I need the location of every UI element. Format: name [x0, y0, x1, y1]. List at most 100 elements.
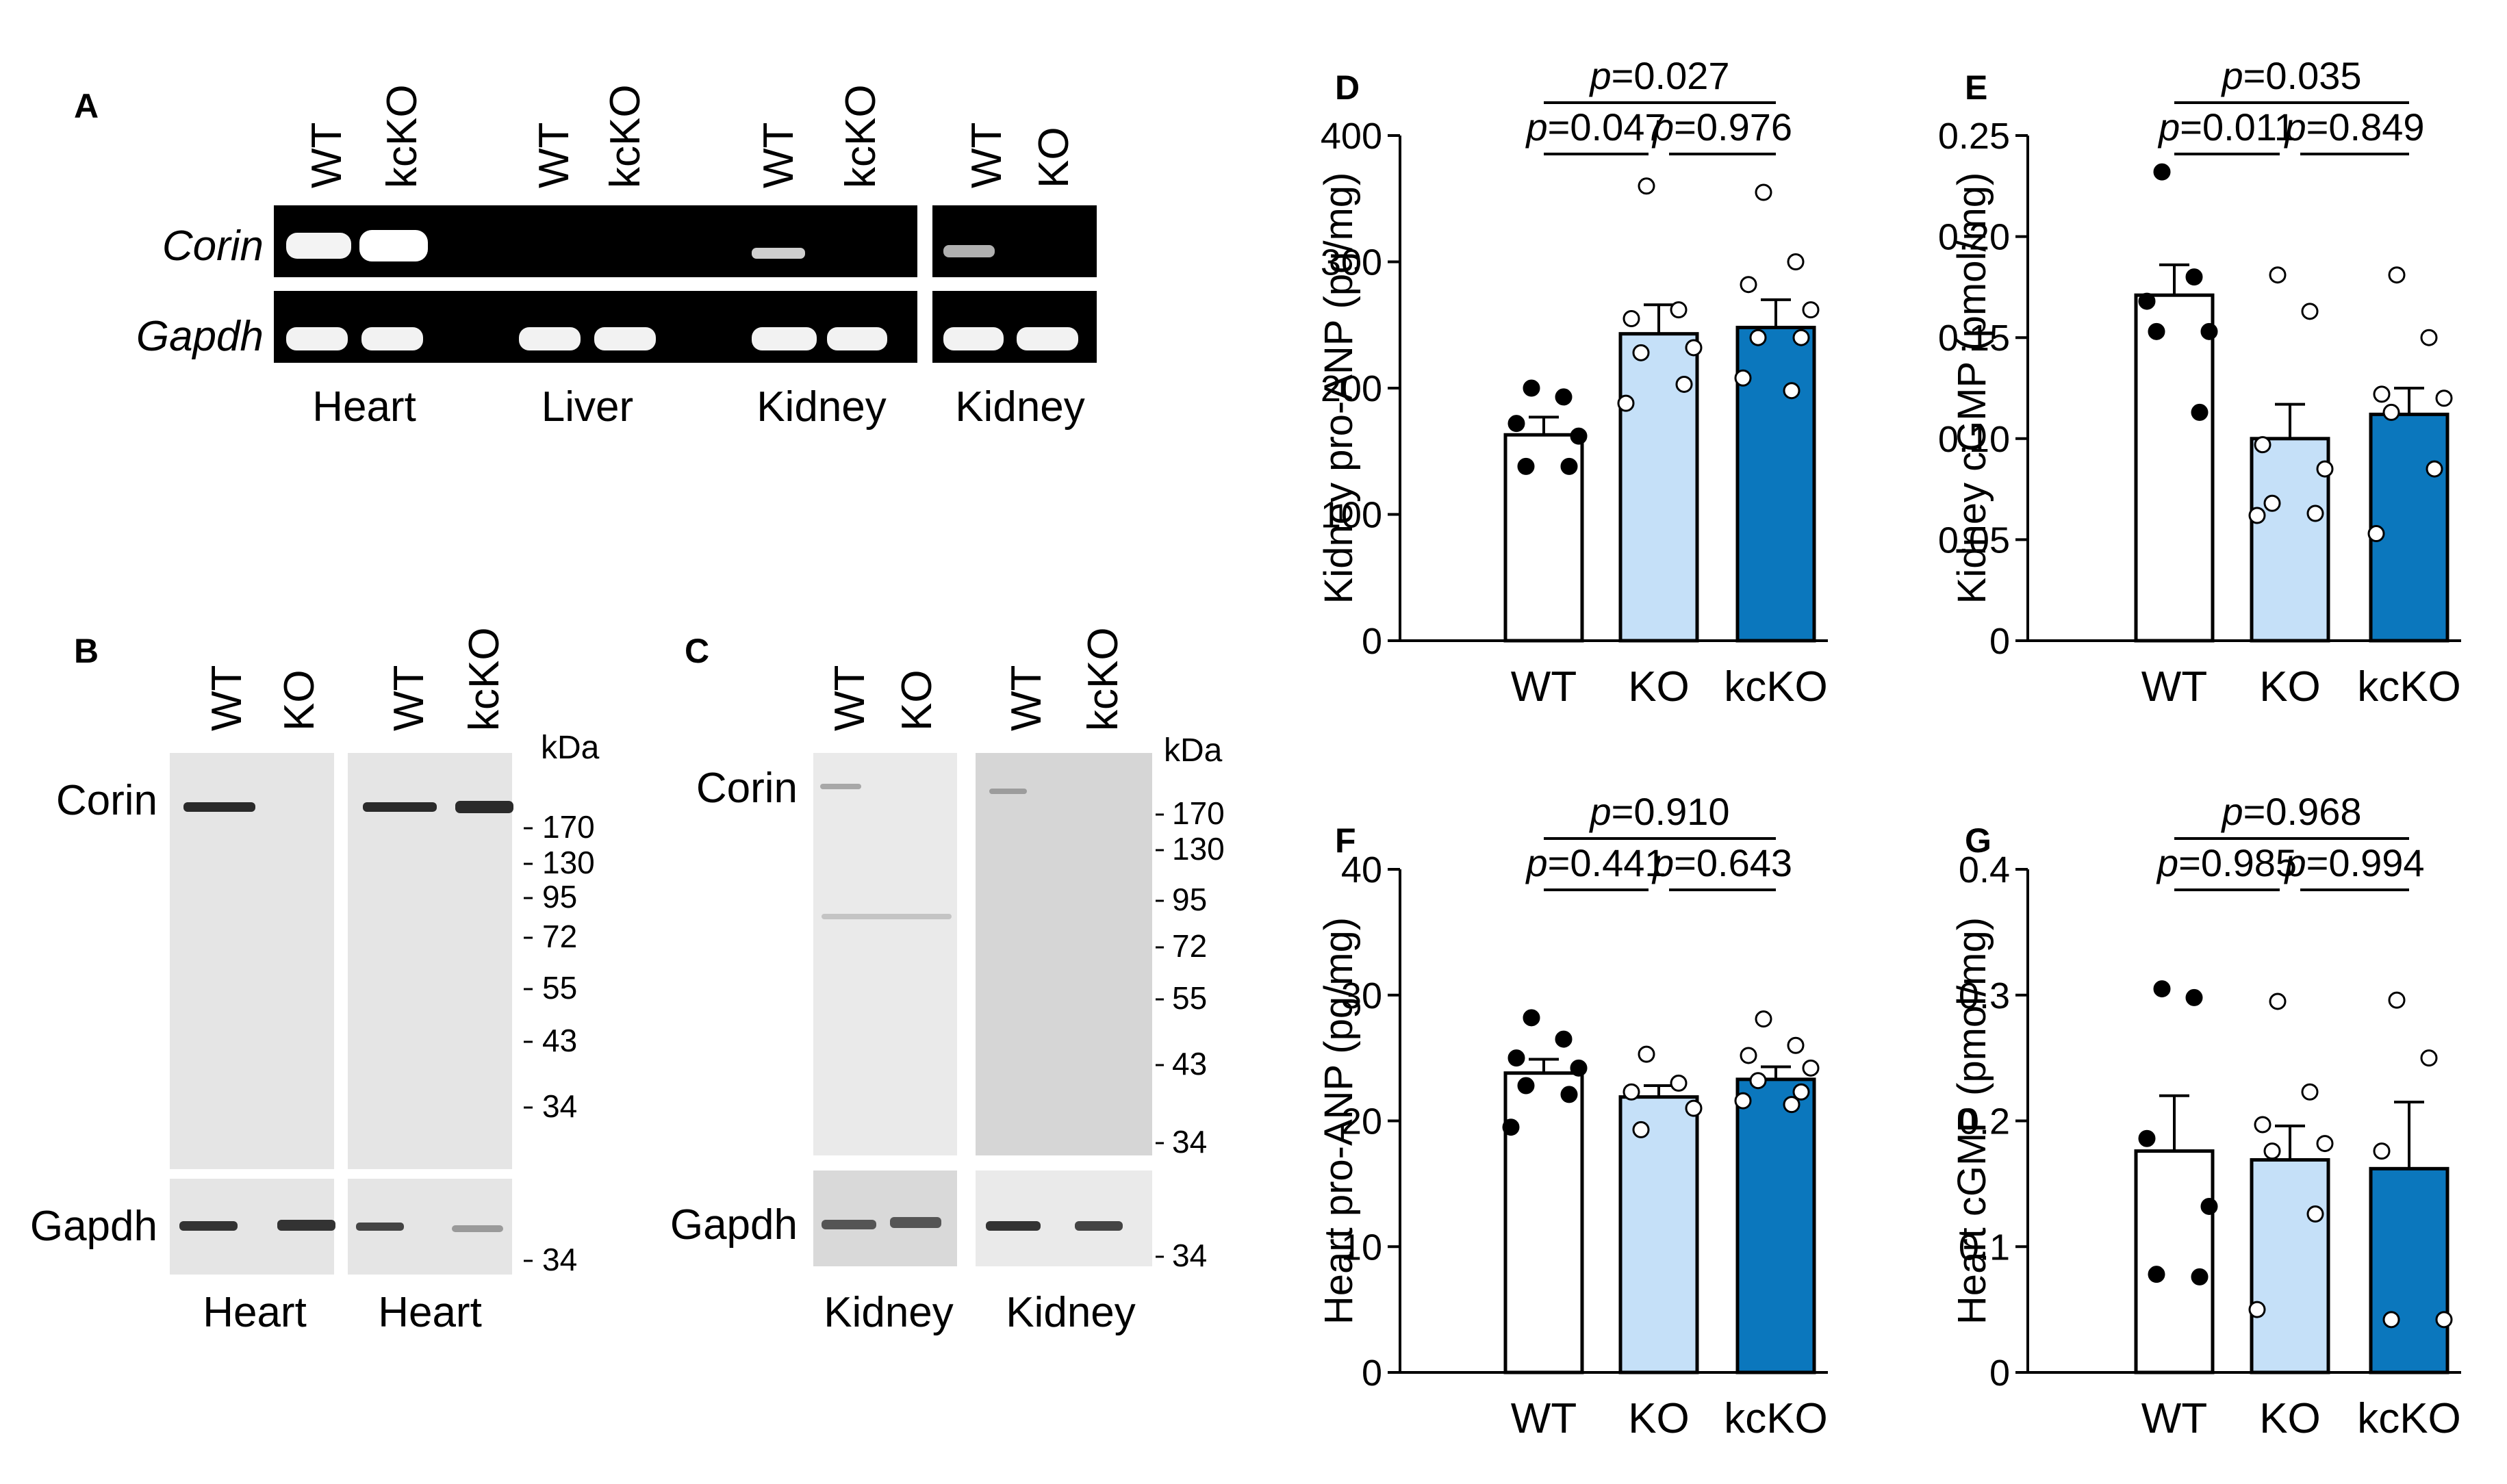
- blot-corin: [976, 753, 1152, 1155]
- y-tick-label: 0: [1362, 1353, 1382, 1394]
- y-tick-label: 0: [1362, 621, 1382, 662]
- data-point: [2153, 980, 2171, 998]
- data-point: [2200, 1197, 2218, 1215]
- panel-letter: D: [1335, 68, 1360, 107]
- y-tick-label: 200: [1321, 368, 1382, 409]
- data-point: [1685, 1099, 1703, 1117]
- marker-label: 34: [542, 1242, 577, 1277]
- y-tick-label: 0.1: [1959, 1227, 2010, 1268]
- data-point: [2248, 1301, 2266, 1318]
- marker-label: 95: [542, 879, 577, 914]
- data-point: [1570, 1059, 1588, 1077]
- lane-label: WT: [303, 123, 351, 188]
- data-point: [1517, 1077, 1535, 1095]
- y-tick-label: 0.4: [1959, 849, 2010, 891]
- data-point: [2367, 525, 2385, 543]
- gene-label-corin: Corin: [162, 222, 264, 270]
- y-axis-label: Heart cGMP (pmol/mg): [1950, 917, 1994, 1325]
- data-point: [2373, 385, 2391, 403]
- data-point: [2269, 266, 2287, 284]
- x-tick-label: WT: [2141, 1395, 2207, 1442]
- blot-corin: [813, 753, 957, 1155]
- blot-band: [183, 802, 255, 812]
- lane-label: WT: [385, 665, 433, 731]
- bar: [2250, 1157, 2330, 1374]
- tissue-label: Kidney: [756, 383, 887, 431]
- marker-label: 72: [542, 919, 577, 954]
- data-point: [2420, 329, 2438, 346]
- data-point: [2148, 1266, 2165, 1283]
- data-point: [1555, 388, 1573, 406]
- data-point: [1555, 1030, 1573, 1048]
- data-point: [2185, 988, 2203, 1006]
- data-point: [1792, 1083, 1810, 1101]
- data-point: [2191, 1268, 2209, 1285]
- p-value-label: p=0.994: [2284, 841, 2425, 884]
- p-value-label: p=0.910: [1589, 790, 1730, 833]
- data-point: [2191, 403, 2209, 421]
- lane-label: KO: [1030, 127, 1078, 188]
- kda-label: kDa: [1164, 732, 1223, 769]
- gapdh-bands: [286, 327, 1078, 350]
- lane-label: WT: [963, 123, 1010, 188]
- gel-band: [752, 248, 805, 259]
- lane-label: KO: [893, 669, 941, 731]
- data-point: [2263, 1142, 2281, 1160]
- p-value-label: p=0.968: [2221, 790, 2362, 833]
- gel-band: [286, 233, 351, 259]
- panel-c-markers: 170 130 95 72 55 43 34 34: [1156, 795, 1225, 1273]
- data-point: [1802, 301, 1820, 319]
- lane-label: WT: [755, 123, 802, 188]
- blot-band: [455, 801, 513, 813]
- x-tick-label: kcKO: [2357, 1395, 2461, 1442]
- blot-gapdh: [976, 1170, 1152, 1266]
- blot-band: [822, 914, 952, 919]
- data-point: [2248, 507, 2266, 524]
- p-value-label: p=0.441: [1525, 841, 1666, 884]
- data-point: [2301, 303, 2319, 320]
- panel-c-lane-labels: WT KO WT kcKO: [826, 627, 1127, 731]
- data-point: [2138, 292, 2156, 310]
- marker-label: 34: [542, 1088, 577, 1124]
- panel-letter: G: [1965, 821, 1991, 860]
- data-point: [2316, 1135, 2334, 1153]
- lane-label: kcKO: [1080, 627, 1127, 731]
- y-tick-label: 40: [1341, 849, 1382, 891]
- blot-band: [890, 1217, 941, 1228]
- blot-band: [363, 802, 437, 812]
- lane-label: WT: [826, 665, 874, 731]
- data-point: [2388, 991, 2406, 1009]
- data-point: [2148, 322, 2165, 340]
- data-point: [1787, 1036, 1805, 1054]
- blot-band: [356, 1223, 404, 1231]
- blot-band: [179, 1221, 238, 1231]
- protein-label-gapdh: Gapdh: [670, 1201, 798, 1249]
- blot-corin: [348, 753, 512, 1169]
- data-point: [2316, 460, 2334, 478]
- tissue-label: Liver: [542, 383, 633, 431]
- data-point: [2388, 266, 2406, 284]
- panel-a-letter: A: [74, 87, 99, 125]
- p-value-label: p=0.849: [2284, 105, 2425, 149]
- bar: [1735, 1077, 1816, 1374]
- x-tick-label: kcKO: [2357, 663, 2461, 711]
- chart-panel-d: D 0 100 200 300 400 Kidney pro-ANP (pg/mg) WT KO…: [1316, 54, 1828, 711]
- y-tick-label: 0.10: [1938, 419, 2010, 460]
- y-axis-label: Kidney cGMP (pmol/mg): [1950, 172, 1994, 604]
- data-point: [1507, 415, 1525, 433]
- lane-label: WT: [531, 123, 578, 188]
- data-point: [2420, 1049, 2438, 1067]
- y-tick-label: 10: [1341, 1227, 1382, 1268]
- data-point: [1622, 1083, 1640, 1101]
- tissue-label: Kidney: [955, 383, 1085, 431]
- x-tick-label: KO: [2259, 1395, 2321, 1442]
- panel-b-lane-labels: WT KO WT kcKO: [203, 627, 508, 731]
- marker-label: 55: [1172, 980, 1207, 1016]
- tissue-label: Heart: [203, 1289, 307, 1336]
- y-tick-label: 100: [1321, 495, 1382, 536]
- y-tick-label: 0.2: [1959, 1101, 2010, 1142]
- y-tick-label: 0.20: [1938, 217, 2010, 258]
- x-tick-label: KO: [2259, 663, 2321, 711]
- x-tick-label: kcKO: [1724, 663, 1828, 711]
- x-tick-label: WT: [2141, 663, 2207, 711]
